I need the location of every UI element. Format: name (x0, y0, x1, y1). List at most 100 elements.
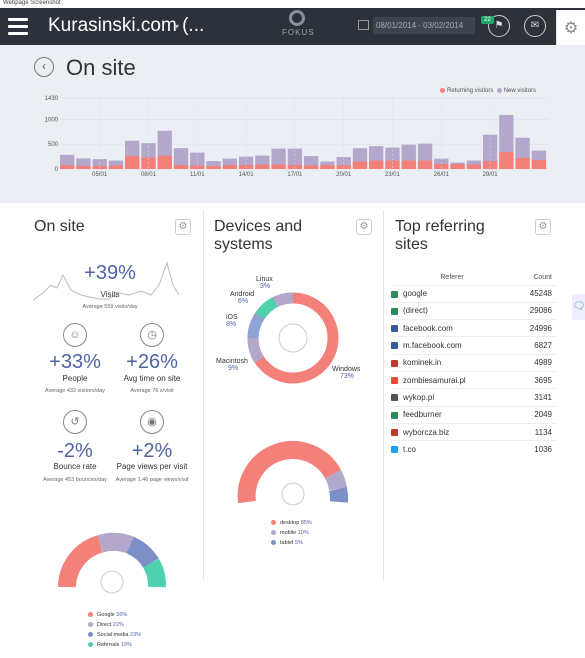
referer-name[interactable]: kominek.in (403, 358, 442, 368)
bar-new-visitors[interactable] (108, 160, 124, 169)
referer-cell[interactable]: wyborcza.biz (391, 422, 514, 441)
scrollbar[interactable] (570, 70, 585, 120)
referer-name[interactable]: m.facebook.com (403, 341, 462, 351)
referer-cell[interactable]: (direct) (391, 301, 514, 320)
bar-returning-visitors[interactable] (125, 156, 140, 169)
device-legend: desktop 85% mobile 10% tablet 5% (271, 520, 312, 550)
referer-name[interactable]: wykop.pl (403, 392, 435, 402)
referer-cell[interactable]: t.co (391, 440, 514, 458)
bar-returning-visitors[interactable] (108, 165, 124, 169)
table-row[interactable]: kominek.in 4989 (391, 353, 556, 372)
table-row[interactable]: facebook.com 24996 (391, 319, 556, 337)
mail-icon[interactable]: ✉ (524, 15, 546, 37)
bar-returning-visitors[interactable] (531, 160, 547, 169)
bar-returning-visitors[interactable] (304, 165, 319, 169)
x-tick-label: 26/01 (434, 172, 450, 178)
bar-returning-visitors[interactable] (369, 160, 384, 169)
legend-swatch (88, 642, 93, 648)
referer-name[interactable]: facebook.com (403, 323, 453, 333)
bar-returning-visitors[interactable] (515, 158, 530, 169)
bar-new-visitors[interactable] (271, 148, 286, 169)
referer-cell[interactable]: m.facebook.com (391, 336, 514, 355)
referring-settings-icon[interactable]: ⚙ (535, 219, 551, 235)
bar-returning-visitors[interactable] (417, 160, 433, 169)
bar-new-visitors[interactable] (222, 158, 237, 169)
referer-cell[interactable]: kominek.in (391, 353, 514, 372)
count-cell: 45248 (513, 284, 556, 303)
bar-returning-visitors[interactable] (482, 161, 498, 169)
visits-sparkline (33, 261, 180, 301)
referer-cell[interactable]: wykop.pl (391, 388, 514, 407)
site-selector[interactable]: Kurasinski.com (... (48, 15, 205, 36)
x-tick-label: 05/01 (92, 172, 108, 178)
site-favicon-icon (391, 290, 398, 298)
x-tick-label: 20/01 (336, 172, 352, 178)
bar-returning-visitors[interactable] (157, 155, 172, 169)
referer-name[interactable]: t.co (403, 445, 416, 455)
referer-name[interactable]: (direct) (403, 306, 428, 316)
table-row[interactable]: wyborcza.biz 1134 (391, 422, 556, 441)
bar-returning-visitors[interactable] (173, 165, 189, 169)
bar-returning-visitors[interactable] (60, 165, 75, 169)
y-tick-label: 0 (55, 167, 59, 173)
table-row[interactable]: m.facebook.com 6827 (391, 336, 556, 355)
x-tick-label: 14/01 (239, 172, 255, 178)
bar-returning-visitors[interactable] (271, 164, 286, 169)
devices-settings-icon[interactable]: ⚙ (356, 219, 372, 235)
bar-new-visitors[interactable] (76, 158, 91, 169)
bar-new-visitors[interactable] (173, 148, 189, 169)
legend-item: Social media 23% (88, 632, 141, 642)
referer-cell[interactable]: facebook.com (391, 319, 514, 337)
referer-name[interactable]: feedburner (403, 410, 442, 420)
legend-swatch-new (496, 88, 502, 93)
date-range-input[interactable]: 08/01/2014 - 03/02/2014 (373, 17, 475, 34)
settings-gear-icon[interactable]: ⚙ (556, 10, 585, 47)
legend-swatch (88, 632, 93, 638)
bar-new-visitors[interactable] (92, 159, 107, 169)
referer-cell[interactable]: google (391, 284, 514, 303)
bar-returning-visitors[interactable] (320, 165, 335, 169)
y-tick-label: 500 (48, 142, 59, 148)
referer-cell[interactable]: feedburner (391, 405, 514, 424)
legend-returning: Returning visitors (447, 88, 494, 95)
os-windows-label: Windows 73% (332, 366, 360, 380)
legend-swatch (271, 540, 276, 546)
legend-item: Referrals 19% (88, 642, 141, 652)
bar-returning-visitors[interactable] (76, 165, 91, 169)
table-row[interactable]: feedburner 2049 (391, 405, 556, 424)
table-row[interactable]: (direct) 29086 (391, 301, 556, 320)
bar-returning-visitors[interactable] (401, 160, 416, 169)
referer-cell[interactable]: zombiesamurai.pl (391, 370, 514, 389)
bar-returning-visitors[interactable] (352, 161, 368, 169)
table-row[interactable]: t.co 1036 (391, 440, 556, 458)
device-gauge (237, 441, 349, 506)
referer-name[interactable]: wyborcza.biz (403, 427, 450, 437)
table-row[interactable]: zombiesamurai.pl 3695 (391, 370, 556, 389)
count-cell: 1134 (513, 422, 556, 441)
calendar-icon[interactable] (358, 20, 369, 30)
chat-icon[interactable]: 🗨 (572, 294, 585, 320)
onsite-settings-icon[interactable]: ⚙ (175, 219, 191, 235)
bar-new-visitors[interactable] (190, 152, 205, 169)
bar-returning-visitors[interactable] (466, 164, 481, 169)
referer-name[interactable]: zombiesamurai.pl (403, 375, 466, 385)
flag-icon[interactable]: ⚑ (488, 15, 510, 37)
bar-returning-visitors[interactable] (450, 164, 465, 169)
people-icon: ☺ (63, 323, 87, 347)
legend-new: New visitors (503, 88, 537, 95)
bar-returning-visitors[interactable] (499, 152, 514, 169)
bar-returning-visitors[interactable] (255, 164, 270, 169)
bar-new-visitors[interactable] (206, 161, 221, 169)
menu-icon[interactable] (8, 18, 28, 35)
chevron-down-icon[interactable]: ▾ (175, 22, 180, 31)
table-row[interactable]: wykop.pl 3141 (391, 388, 556, 407)
legend-value: 23% (130, 632, 142, 638)
table-row[interactable]: google 45248 (391, 284, 556, 303)
referer-name[interactable]: google (403, 289, 428, 299)
back-button[interactable]: ‹ (34, 57, 54, 77)
bar-returning-visitors[interactable] (222, 165, 237, 169)
x-tick-label: 29/01 (483, 172, 499, 178)
bar-returning-visitors[interactable] (385, 160, 400, 169)
bar-returning-visitors[interactable] (206, 166, 221, 169)
screenshot-caption: Webpage Screenshot (3, 0, 61, 6)
